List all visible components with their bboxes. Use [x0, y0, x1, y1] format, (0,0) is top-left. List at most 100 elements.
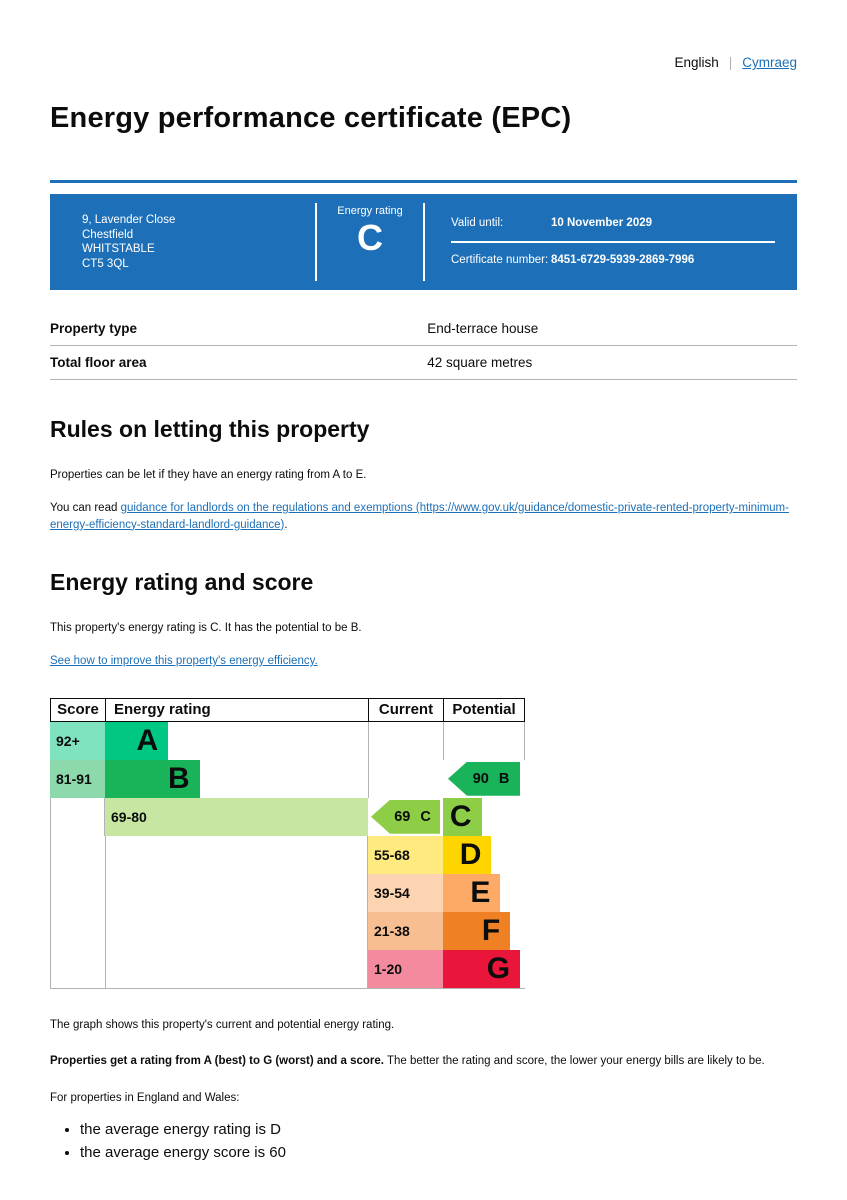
rating-bar-track: F: [443, 911, 525, 950]
score-cell-d: 55-68: [368, 835, 443, 874]
language-switcher: English | Cymraeg: [50, 55, 797, 70]
rating-letter-d: D: [459, 837, 482, 871]
meta-divider: [451, 241, 775, 244]
certificate-number-row: Certificate number: 8451-6729-5939-2869-…: [451, 246, 775, 275]
potential-column-cell: [105, 835, 368, 874]
regions-intro: For properties in England and Wales:: [50, 1092, 240, 1105]
rating-bar-d: D: [443, 835, 492, 874]
score-cell-g: 1-20: [368, 949, 443, 988]
current-column-cell: [50, 835, 105, 874]
potential-column-cell: [50, 797, 105, 836]
banner-energy-rating: Energy rating C: [317, 194, 423, 290]
potential-letter: B: [498, 770, 510, 787]
score-cell-a: 92+: [50, 721, 105, 760]
ratings-explanation-bold: Properties get a rating from A (best) to…: [50, 1055, 384, 1068]
current-letter: C: [420, 808, 431, 825]
chart-header-potential: Potential: [443, 697, 525, 722]
potential-rating-arrow: 90 B: [448, 761, 520, 796]
landlord-guidance-link[interactable]: guidance for landlords on the regulation…: [50, 502, 789, 531]
rating-bar-e: E: [443, 873, 501, 912]
language-link-cymraeg[interactable]: Cymraeg: [742, 55, 797, 70]
rules-heading: Rules on letting this property: [50, 416, 370, 443]
banner-divider: [423, 203, 425, 282]
certificate-number-value: 8451-6729-5939-2869-7996: [551, 254, 695, 267]
property-summary-table: Property type End-terrace house Total fl…: [50, 312, 797, 381]
certificate-banner: 9, Lavender Close Chestfield WHITSTABLE …: [50, 194, 797, 291]
language-separator: |: [728, 55, 733, 70]
potential-score: 90: [472, 770, 489, 787]
energy-rating-value: C: [357, 217, 383, 259]
rating-bar-c: C: [443, 797, 482, 836]
energy-rating-heading: Energy rating and score: [50, 569, 314, 596]
current-rating-arrow: 69 C: [371, 799, 440, 834]
rating-letter-e: E: [470, 875, 491, 909]
table-row: Total floor area 42 square metres: [50, 346, 797, 381]
epc-page: English | Cymraeg Energy performance certi…: [0, 0, 847, 1162]
rating-letter-c: C: [449, 799, 472, 833]
rating-bar-g: G: [443, 949, 521, 988]
current-column-cell: [50, 949, 105, 988]
rating-bar-track: A: [105, 721, 368, 760]
score-cell-c: 69-80: [105, 797, 368, 836]
property-address: 9, Lavender Close Chestfield WHITSTABLE …: [50, 194, 315, 290]
potential-column-cell: [443, 721, 525, 760]
rating-summary-paragraph: This property's energy rating is C. It h…: [50, 622, 362, 635]
rating-letter-a: A: [136, 723, 159, 757]
valid-until-label: Valid until:: [451, 217, 504, 230]
valid-until-row: Valid until: 10 November 2029: [451, 209, 775, 238]
graph-note: The graph shows this property's current …: [50, 1018, 395, 1031]
list-item: the average energy score is 60: [80, 1144, 797, 1162]
banner-divider: [315, 203, 317, 282]
score-cell-e: 39-54: [368, 873, 443, 912]
chart-header-current: Current: [368, 697, 443, 722]
potential-column-cell: [105, 949, 368, 988]
rating-letter-f: F: [481, 913, 501, 947]
ratings-explanation: Properties get a rating from A (best) to…: [50, 1053, 797, 1070]
rating-bar-track: E: [443, 873, 525, 912]
rating-letter-b: B: [168, 761, 190, 795]
guidance-paragraph: You can read guidance for landlords on t…: [50, 500, 797, 533]
list-item: the average energy rating is D: [80, 1121, 797, 1139]
table-row: Property type End-terrace house: [50, 312, 797, 347]
rules-paragraph: Properties can be let if they have an en…: [50, 469, 367, 482]
address-line-4: CT5 3QL: [82, 258, 129, 271]
rating-bar-track: D: [443, 835, 525, 874]
total-floor-area-value: 42 square metres: [427, 355, 533, 371]
rating-bar-b: B: [105, 759, 200, 798]
rating-bar-track: C: [443, 797, 525, 836]
score-cell-b: 81-91: [50, 759, 105, 798]
rating-bar-track: B: [105, 759, 368, 798]
energy-rating-label: Energy rating: [337, 205, 403, 218]
improve-paragraph: See how to improve this property's energ…: [50, 653, 797, 670]
current-score: 69: [394, 808, 411, 825]
language-current: English: [674, 55, 719, 70]
rating-bar-track: G: [443, 949, 525, 988]
current-column-cell: [50, 873, 105, 912]
banner-certificate-meta: Valid until: 10 November 2029 Certificat…: [425, 194, 797, 290]
property-type-label: Property type: [50, 321, 138, 337]
address-line-3: WHITSTABLE: [82, 243, 155, 256]
current-column-cell: [368, 759, 443, 798]
potential-column-cell: [105, 911, 368, 950]
ratings-explanation-rest: The better the rating and score, the low…: [383, 1055, 765, 1068]
chart-header-score: Score: [50, 697, 105, 722]
current-column-cell: [50, 911, 105, 950]
chart-header-energy-rating: Energy rating: [105, 697, 368, 722]
guidance-text-suffix: .: [284, 518, 288, 531]
total-floor-area-label: Total floor area: [50, 355, 147, 371]
certificate-number-label: Certificate number:: [451, 254, 549, 267]
rating-bar-a: A: [105, 721, 169, 760]
rating-bar-f: F: [443, 911, 511, 950]
page-title: Energy performance certificate (EPC): [50, 102, 572, 134]
valid-until-value: 10 November 2029: [551, 217, 653, 230]
address-line-2: Chestfield: [82, 228, 134, 241]
average-rating-list: the average energy rating is D the avera…: [50, 1121, 797, 1162]
score-cell-f: 21-38: [368, 911, 443, 950]
improve-efficiency-link[interactable]: See how to improve this property's energ…: [50, 655, 318, 668]
title-divider: [50, 180, 797, 184]
energy-rating-chart: Score Energy rating Current Potential 92…: [50, 697, 525, 989]
potential-column-cell: [105, 873, 368, 912]
address-line-1: 9, Lavender Close: [82, 213, 176, 226]
guidance-text-prefix: You can read: [50, 502, 121, 515]
current-column-cell: [368, 721, 443, 760]
